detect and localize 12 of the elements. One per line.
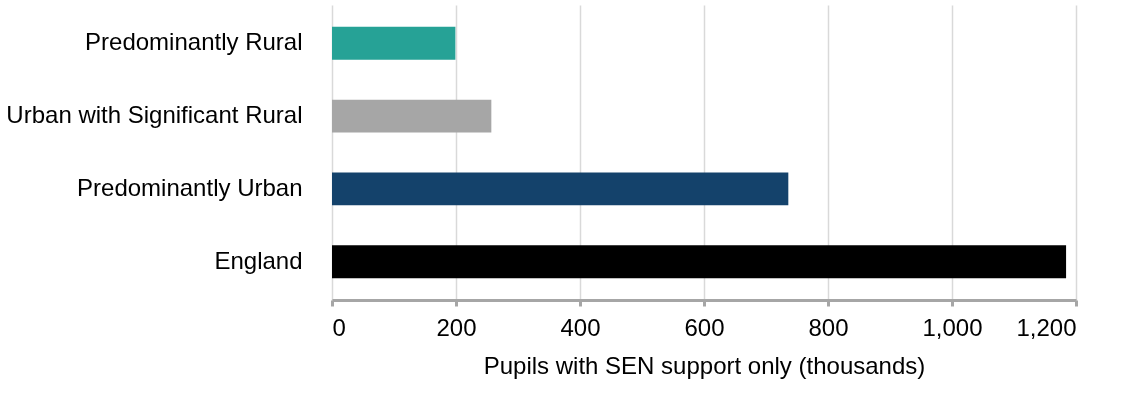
- x-axis-title: Pupils with SEN support only (thousands): [483, 351, 926, 379]
- x-tick-label: 600: [684, 313, 725, 341]
- x-tick-label: 1,200: [1016, 313, 1077, 341]
- x-tick-label: 1,000: [922, 313, 983, 341]
- x-tick-label: 0: [332, 313, 346, 341]
- x-tick-label: 400: [560, 313, 601, 341]
- x-tick-label: 800: [808, 313, 849, 341]
- x-tick-label: 200: [436, 313, 477, 341]
- y-tick-label: Predominantly Rural: [85, 28, 303, 56]
- y-tick-label: Urban with Significant Rural: [6, 101, 303, 129]
- y-tick-label: England: [214, 246, 303, 274]
- y-tick-label: Predominantly Urban: [77, 173, 303, 201]
